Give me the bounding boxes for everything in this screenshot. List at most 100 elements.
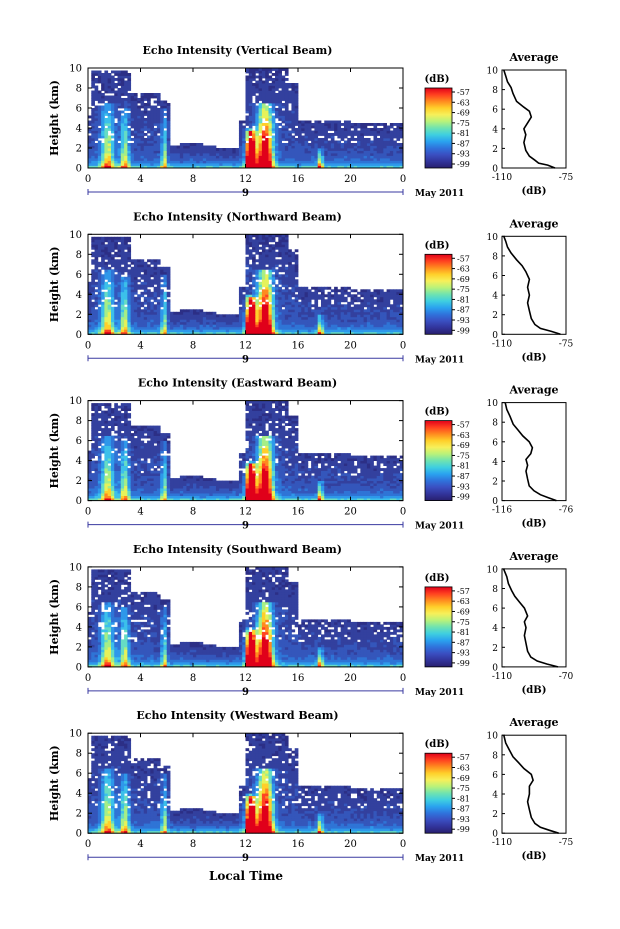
heatmap-cell (261, 276, 266, 280)
heatmap-cell (248, 284, 253, 288)
heatmap-cell (252, 155, 256, 159)
heatmap-cell (147, 135, 151, 139)
heatmap-cell (238, 123, 243, 126)
heatmap-cell (320, 331, 325, 335)
heatmap-cell (222, 331, 227, 335)
heatmap-cell (114, 488, 118, 491)
heatmap-cell (366, 329, 371, 333)
heatmap-cell (291, 98, 296, 101)
heatmap-cell (137, 105, 141, 109)
heatmap-cell (383, 321, 387, 325)
heatmap-cell (160, 125, 164, 129)
heatmap-cell (261, 130, 266, 134)
heatmap-cell (120, 244, 125, 248)
heatmap-cell (150, 324, 155, 328)
heatmap-cell (252, 105, 256, 109)
heatmap-cell (360, 138, 365, 141)
heatmap-cell (91, 85, 95, 89)
heatmap-cell (350, 145, 355, 149)
heatmap-cell (104, 455, 109, 459)
heatmap-cell (120, 269, 125, 273)
heatmap-cell (327, 324, 332, 328)
heatmap-cell (107, 299, 112, 303)
heatmap-cell (291, 301, 296, 305)
heatmap-cell (163, 314, 168, 318)
heatmap-cell (334, 155, 338, 159)
heatmap-cell (324, 304, 328, 308)
heatmap-cell (291, 150, 296, 154)
heatmap-cell (396, 143, 401, 146)
heatmap-cell (255, 113, 260, 116)
heatmap-cell (258, 236, 263, 240)
heatmap-cell (255, 301, 260, 305)
heatmap-cell (91, 120, 95, 124)
heatmap-cell (386, 160, 391, 164)
heatmap-cell (97, 110, 102, 114)
heatmap-cell (366, 153, 371, 156)
heatmap-cell (94, 73, 99, 76)
heatmap-cell (314, 306, 319, 310)
heatmap-cell (166, 105, 171, 109)
heatmap-cell (294, 299, 299, 303)
heatmap-cell (389, 155, 394, 159)
heatmap-cell (265, 304, 269, 308)
heatmap-cell (137, 148, 141, 151)
heatmap-cell (268, 266, 273, 270)
heatmap-cell (363, 321, 368, 325)
heatmap-cell (334, 304, 338, 308)
heatmap-cell (245, 281, 250, 285)
heatmap-cell (363, 304, 368, 308)
heatmap-cell (366, 133, 371, 136)
heatmap-cell (104, 130, 109, 134)
heatmap-cell (97, 420, 102, 424)
heatmap-cell (284, 316, 289, 320)
heatmap-cell (156, 155, 161, 159)
heatmap-cell (288, 291, 292, 295)
heatmap-cell (117, 443, 122, 446)
heatmap-cell (252, 279, 256, 283)
heatmap-cell (252, 276, 256, 280)
heatmap-cell (127, 281, 132, 285)
heatmap-cell (156, 100, 161, 104)
heatmap-cell (330, 125, 335, 129)
heatmap-cell (248, 78, 253, 81)
heatmap-cell (258, 130, 263, 134)
heatmap-cell (370, 128, 374, 131)
heatmap-cell (107, 95, 112, 99)
heatmap-cell (91, 485, 95, 489)
heatmap-cell (324, 128, 328, 131)
heatmap-cell (334, 301, 338, 305)
heatmap-cell (130, 296, 135, 300)
heatmap-cell (360, 324, 365, 328)
heatmap-cell (206, 165, 210, 169)
heatmap-cell (324, 329, 328, 333)
heatmap-cell (330, 140, 335, 144)
heatmap-cell (143, 143, 148, 146)
heatmap-cell (156, 160, 161, 164)
heatmap-cell (117, 160, 122, 164)
heatmap-cell (150, 331, 155, 335)
heatmap-cell (117, 423, 122, 426)
heatmap-cell (284, 123, 289, 126)
heatmap-cell (179, 158, 184, 161)
heatmap-cell (291, 316, 296, 320)
heatmap-cell (88, 498, 92, 501)
heatmap-cell (399, 145, 404, 149)
heatmap-cell (114, 274, 118, 278)
heatmap-cell (255, 284, 260, 288)
heatmap-cell (288, 118, 292, 121)
heatmap-cell (314, 120, 319, 124)
heatmap-cell (357, 326, 361, 330)
heatmap-cell (275, 158, 279, 161)
heatmap-cell (127, 294, 132, 298)
heatmap-cell (101, 165, 105, 169)
heatmap-cell (156, 130, 161, 134)
heatmap-cell (130, 460, 135, 464)
heatmap-cell (298, 153, 302, 156)
x-tick-label: 16 (292, 340, 305, 351)
average-title: Average (508, 51, 558, 64)
heatmap-cell (88, 470, 92, 474)
heatmap-cell (271, 274, 276, 278)
heatmap-cell (294, 324, 299, 328)
heatmap-cell (389, 289, 394, 293)
